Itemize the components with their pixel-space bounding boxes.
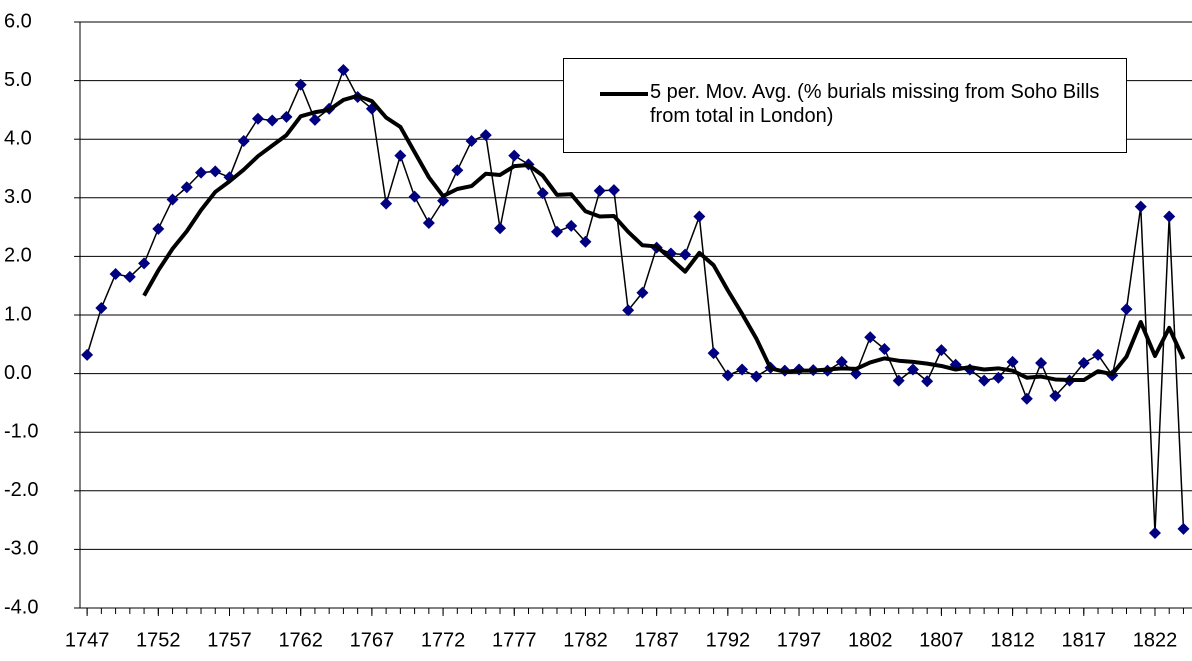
data-point: [408, 190, 421, 203]
data-point: [536, 187, 549, 200]
data-point: [978, 374, 991, 387]
data-point: [437, 194, 450, 207]
data-point: [394, 149, 407, 162]
data-point: [1020, 392, 1033, 405]
data-point: [422, 216, 435, 229]
legend-swatch: [600, 92, 648, 96]
data-point: [892, 374, 905, 387]
data-point: [693, 210, 706, 223]
data-point: [1163, 210, 1176, 223]
x-tick-label: 1782: [563, 629, 608, 651]
y-tick-label: -2.0: [4, 479, 38, 501]
data-point: [1049, 389, 1062, 402]
data-point: [593, 184, 606, 197]
data-point: [935, 344, 948, 357]
x-tick-label: 1757: [207, 629, 252, 651]
data-point: [308, 113, 321, 126]
x-tick-label: 1752: [136, 629, 181, 651]
y-tick-label: 5.0: [4, 69, 32, 91]
data-point: [1077, 357, 1090, 370]
data-point: [921, 375, 934, 388]
data-point: [109, 267, 122, 280]
data-point: [451, 164, 464, 177]
x-tick-label: 1747: [65, 629, 110, 651]
data-point: [95, 301, 108, 314]
y-tick-label: -1.0: [4, 420, 38, 442]
data-point: [494, 222, 507, 235]
legend: 5 per. Mov. Avg. (% burials missing from…: [563, 58, 1127, 153]
data-point: [906, 363, 919, 376]
data-point: [579, 235, 592, 248]
data-point: [992, 371, 1005, 384]
y-tick-label: 3.0: [4, 186, 32, 208]
x-tick-label: 1797: [777, 629, 822, 651]
data-point: [550, 225, 563, 238]
y-tick-label: -3.0: [4, 538, 38, 560]
data-point: [750, 370, 763, 383]
data-point: [736, 363, 749, 376]
data-point: [280, 110, 293, 123]
data-point: [1148, 526, 1161, 539]
data-point: [81, 348, 94, 361]
x-tick-label: 1762: [278, 629, 323, 651]
data-point: [152, 222, 165, 235]
data-point: [1177, 522, 1190, 535]
data-point: [721, 369, 734, 382]
legend-label: 5 per. Mov. Avg. (% burials missing from…: [650, 81, 1100, 127]
data-point: [1092, 348, 1105, 361]
data-point: [1035, 357, 1048, 370]
x-tick-label: 1802: [848, 629, 893, 651]
data-point: [465, 134, 478, 147]
data-point: [138, 257, 151, 270]
data-point: [123, 270, 136, 283]
x-tick-label: 1787: [634, 629, 679, 651]
x-tick-label: 1792: [706, 629, 751, 651]
data-point: [707, 347, 720, 360]
x-tick-label: 1777: [492, 629, 537, 651]
data-point: [1134, 200, 1147, 213]
x-tick-label: 1817: [1062, 629, 1107, 651]
data-point: [565, 219, 578, 232]
data-point: [195, 166, 208, 179]
data-point: [479, 129, 492, 142]
data-point: [508, 149, 521, 162]
data-point: [607, 184, 620, 197]
data-point: [864, 331, 877, 344]
x-tick-label: 1767: [350, 629, 395, 651]
y-tick-label: 4.0: [4, 127, 32, 149]
moving-average-line: [142, 93, 1186, 383]
y-tick-label: 1.0: [4, 303, 32, 325]
data-point: [1120, 303, 1133, 316]
data-point: [237, 134, 250, 147]
data-point: [380, 197, 393, 210]
data-point: [251, 112, 264, 125]
x-tick-label: 1772: [421, 629, 466, 651]
y-tick-label: 2.0: [4, 245, 32, 267]
data-point: [180, 181, 193, 194]
y-tick-label: -4.0: [4, 596, 38, 618]
y-tick-label: 6.0: [4, 10, 32, 32]
x-tick-label: 1822: [1133, 629, 1178, 651]
y-tick-label: 0.0: [4, 362, 32, 384]
data-point: [266, 114, 279, 127]
data-point: [679, 248, 692, 261]
data-point: [337, 64, 350, 77]
data-point: [209, 165, 222, 178]
data-point: [835, 355, 848, 368]
x-tick-label: 1812: [990, 629, 1035, 651]
data-point: [622, 304, 635, 317]
data-point: [294, 78, 307, 91]
x-tick-label: 1807: [919, 629, 964, 651]
data-point: [1006, 355, 1019, 368]
data-point: [878, 342, 891, 355]
data-point: [166, 193, 179, 206]
data-point: [636, 286, 649, 299]
